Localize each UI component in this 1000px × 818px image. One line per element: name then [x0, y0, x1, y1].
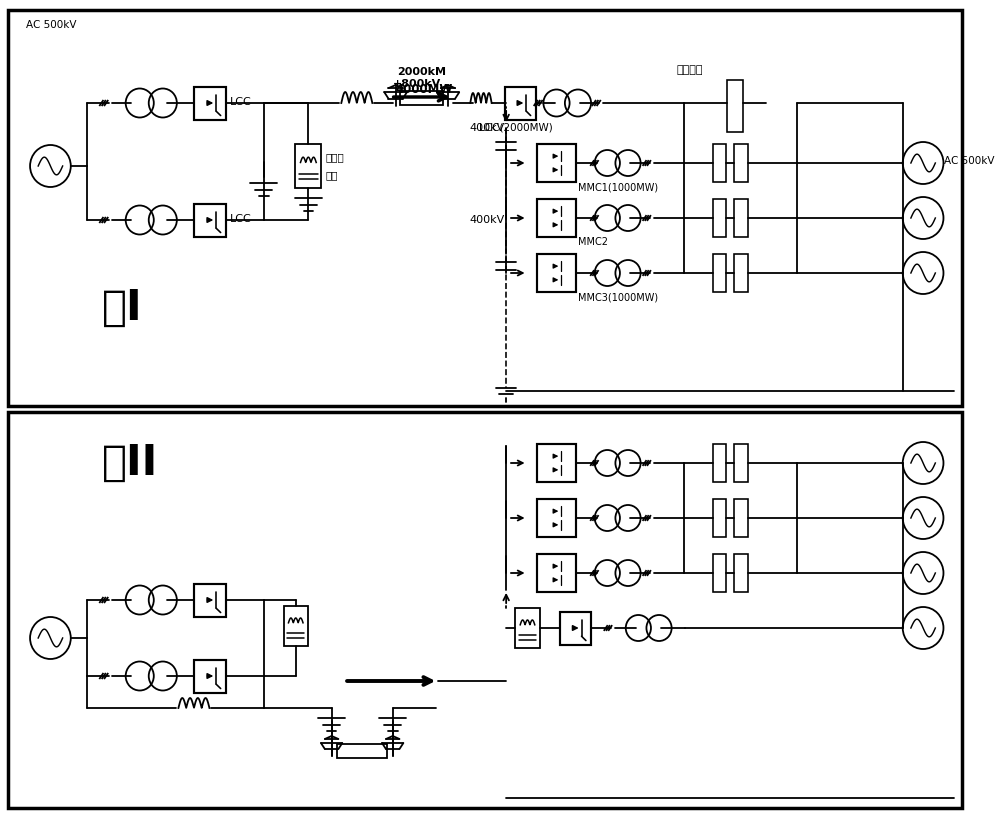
Text: 极II: 极II [102, 442, 158, 484]
Text: 2000kM: 2000kM [397, 67, 446, 77]
Bar [713, 499, 726, 537]
Text: 极I: 极I [102, 287, 142, 329]
Bar [734, 254, 748, 292]
Bar [734, 144, 748, 182]
Text: 直流滤: 直流滤 [326, 152, 345, 162]
Text: MMC3(1000MW): MMC3(1000MW) [578, 292, 658, 302]
Bar [295, 144, 321, 188]
Bar [537, 554, 576, 592]
Bar [734, 199, 748, 237]
Bar [537, 499, 576, 537]
Bar [560, 612, 591, 645]
Text: LCC(2000MW): LCC(2000MW) [479, 123, 553, 133]
Bar [284, 606, 308, 646]
Bar [734, 554, 748, 592]
Bar [727, 80, 743, 132]
Bar [505, 87, 536, 119]
Bar [8, 412, 962, 808]
Bar [537, 254, 576, 292]
Bar [734, 444, 748, 482]
Text: AC 500kV: AC 500kV [26, 20, 77, 30]
Bar [713, 554, 726, 592]
Text: 400kV: 400kV [469, 215, 505, 225]
Text: +800kV: +800kV [393, 79, 441, 89]
Text: 波器: 波器 [326, 170, 338, 180]
Text: 4000MW: 4000MW [395, 83, 452, 96]
Bar [734, 499, 748, 537]
Bar [537, 144, 576, 182]
Text: 线路阻抗: 线路阻抗 [677, 65, 703, 75]
Bar [537, 444, 576, 482]
Text: LCC: LCC [230, 214, 252, 224]
Bar [515, 608, 540, 648]
Bar [194, 204, 226, 236]
Bar [194, 87, 226, 119]
Bar [400, 91, 443, 105]
Text: MMC2: MMC2 [578, 237, 608, 247]
Text: MMC1(1000MW): MMC1(1000MW) [578, 182, 658, 192]
Bar [337, 744, 387, 758]
Bar [537, 199, 576, 237]
Text: AC 500kV: AC 500kV [944, 156, 995, 166]
Bar [713, 144, 726, 182]
Bar [713, 444, 726, 482]
Text: 400kV: 400kV [469, 123, 505, 133]
Bar [713, 254, 726, 292]
Bar [194, 659, 226, 693]
Bar [8, 10, 962, 406]
Bar [194, 583, 226, 617]
Text: LCC: LCC [230, 97, 252, 107]
Bar [713, 199, 726, 237]
